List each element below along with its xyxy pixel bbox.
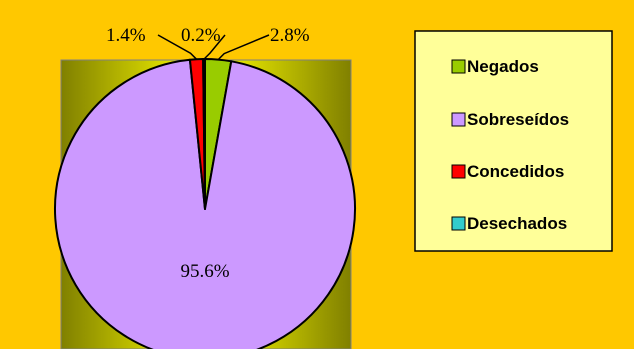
pie-slice-sobreseidos [54,58,356,349]
data-label-desechados: 0.2% [181,25,221,46]
slice-labels: 2.8% 95.6% 1.4% 0.2% [106,25,310,282]
data-label-concedidos: 1.4% [106,25,146,46]
legend-swatch-desechados [451,216,466,231]
data-label-sobreseidos: 95.6% [180,261,229,282]
legend-box [414,30,613,252]
leader-line-desechados [203,34,226,60]
leader-line-concedidos [157,34,198,60]
legend-label-desechados: Desechados [467,214,567,233]
legend-label-sobreseidos: Sobreseídos [467,110,569,129]
legend-label-concedidos: Concedidos [467,162,564,181]
pie-slices [54,57,356,349]
data-label-negados: 2.8% [270,25,310,46]
legend-label-negados: Negados [467,57,539,76]
leader-line-negados [217,34,270,61]
legend: Negados Sobreseídos Concedidos Desechados [414,30,613,252]
legend-swatch-sobreseidos [451,112,466,127]
legend-swatch-negados [451,59,466,74]
leader-lines [157,34,270,61]
legend-swatch-concedidos [451,164,466,179]
